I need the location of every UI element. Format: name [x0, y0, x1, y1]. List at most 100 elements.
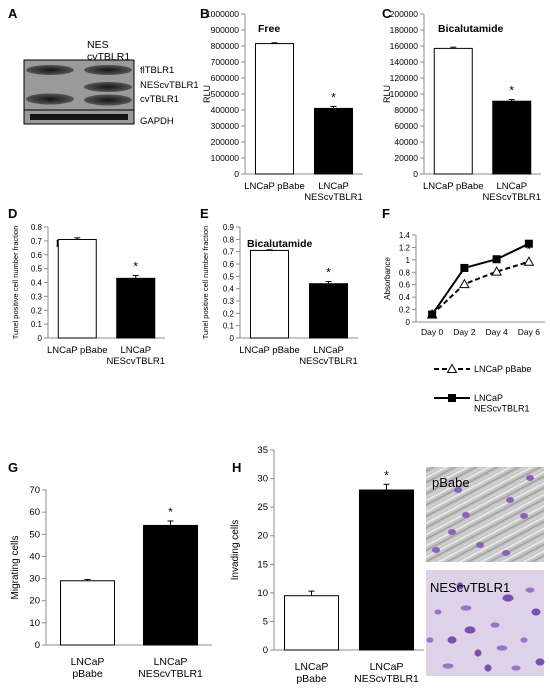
micrograph-label: pBabe	[432, 475, 470, 490]
y-tick-label: 120000	[390, 73, 419, 83]
panel-letter-E: E	[200, 206, 209, 221]
y-tick-label: 0.8	[31, 223, 43, 232]
y-tick-label: 0.1	[31, 320, 43, 329]
data-point	[460, 263, 469, 272]
bar	[57, 238, 97, 339]
category-label: LNCaP pBabe	[239, 345, 300, 356]
band-label: cvTBLR1	[140, 94, 179, 105]
stained-cell	[454, 487, 462, 493]
category-label: LNCaP pBabe	[71, 656, 105, 680]
category-label: LNCaP NEScvTBLR1	[299, 345, 358, 367]
category-label: LNCaP pBabe	[423, 181, 484, 192]
bar	[250, 249, 289, 339]
blot-band	[84, 65, 132, 75]
y-tick-label: 400000	[211, 105, 240, 115]
stained-cell	[502, 550, 510, 556]
blot-band	[84, 82, 132, 92]
y-tick-label: 60000	[394, 121, 418, 131]
category-label: LNCaP NEScvTBLR1	[138, 656, 203, 680]
panel-c-chart: 0 20000 40000 60000 80000 100000 120000 140000 1…	[382, 9, 541, 203]
y-axis-label: RLU	[202, 85, 212, 103]
stained-cell	[490, 622, 500, 628]
data-point	[523, 256, 535, 266]
category-label: LNCaP pBabe	[47, 345, 108, 356]
y-tick-label: 15	[257, 559, 268, 570]
panel-h-chart: 0 5 10 15 20 25 30 35 Invading cells LNCaP pBabe * L…	[230, 445, 424, 685]
data-point	[459, 278, 470, 289]
y-tick-label: 0.6	[31, 251, 43, 260]
y-tick-label: 0.5	[31, 265, 43, 274]
blot-band	[26, 93, 74, 105]
y-tick-label: 0.2	[31, 306, 43, 315]
y-tick-label: 35	[257, 445, 268, 456]
category-label: Day 4	[486, 327, 508, 337]
stained-cell	[496, 645, 508, 651]
category-label: LNCaP pBabe	[244, 181, 305, 192]
blot-band	[30, 114, 128, 120]
data-point	[492, 255, 501, 264]
y-tick-label: 80000	[394, 105, 418, 115]
category-label: LNCaP NEScvTBLR1	[106, 345, 165, 367]
y-tick-label: 0.5	[223, 272, 235, 281]
y-tick-label: 0.6	[399, 281, 411, 290]
panel-letter-G: G	[8, 460, 18, 475]
significance-marker: *	[384, 468, 389, 482]
bar	[116, 277, 156, 339]
bar	[492, 100, 532, 175]
chart-title: Bicalutamide	[247, 238, 313, 250]
micrograph-panels: pBabe NEScvTBLR1	[426, 467, 545, 676]
y-tick-label: 100000	[211, 153, 240, 163]
y-tick-label: 40000	[394, 137, 418, 147]
y-axis-label: Tunel positive cell number fraction	[201, 226, 210, 340]
y-tick-label: 0	[263, 645, 268, 656]
panel-d-chart: 0 0.1 0.2 0.3 0.4 0.5 0.6 0.7 0.8 Tunel positive …	[11, 223, 165, 367]
band-label: flTBLR1	[140, 65, 174, 76]
y-tick-label: 0.2	[399, 306, 411, 315]
panel-letter-F: F	[382, 206, 390, 221]
y-tick-label: 30	[257, 474, 268, 485]
category-label: Day 0	[421, 327, 443, 337]
micrograph-nescvtblr1	[426, 570, 544, 676]
y-tick-label: 70	[29, 485, 40, 496]
y-tick-label: 180000	[390, 25, 419, 35]
y-tick-label: 0.3	[223, 297, 235, 306]
stained-cell	[462, 512, 470, 518]
significance-marker: *	[168, 505, 173, 519]
y-tick-label: 20	[29, 596, 40, 607]
blot-band	[84, 94, 132, 106]
stained-cell	[526, 475, 534, 481]
y-tick-label: 0.7	[31, 237, 43, 246]
y-tick-label: 0	[234, 169, 239, 179]
stained-cell	[502, 594, 514, 602]
y-tick-label: 0.4	[223, 285, 235, 294]
y-tick-label: 500000	[211, 89, 240, 99]
legend-label: LNCaP NEScvTBLR1	[474, 393, 530, 413]
stained-cell	[432, 547, 440, 553]
y-tick-label: 900000	[211, 25, 240, 35]
category-label: LNCaP NEScvTBLR1	[482, 181, 541, 203]
legend-marker	[448, 394, 456, 402]
y-axis-label: Invading cells	[230, 520, 241, 581]
stained-cell	[434, 609, 442, 615]
y-tick-label: 20000	[394, 153, 418, 163]
y-tick-label: 140000	[390, 57, 419, 67]
category-label: LNCaP pBabe	[295, 661, 329, 685]
panel-a-blot: pBabeNEScvTBLR1flTBLR1NEScvTBLR1cvTBLR1G…	[23, 39, 199, 127]
bar	[60, 580, 115, 646]
y-tick-label: 200000	[390, 9, 419, 19]
stained-cell	[448, 529, 456, 535]
y-tick-label: 0.6	[223, 260, 235, 269]
y-tick-label: 30	[29, 574, 40, 585]
y-tick-label: 0.1	[223, 322, 235, 331]
y-tick-label: 0	[35, 640, 40, 651]
stained-cell	[464, 626, 476, 634]
stained-cell	[460, 605, 472, 611]
stained-cell	[447, 636, 457, 644]
significance-marker: *	[527, 243, 532, 257]
y-tick-label: 0	[38, 334, 43, 343]
y-tick-label: 700000	[211, 57, 240, 67]
stained-cell	[531, 608, 541, 616]
bar	[359, 489, 414, 651]
y-tick-label: 0.7	[223, 248, 235, 257]
